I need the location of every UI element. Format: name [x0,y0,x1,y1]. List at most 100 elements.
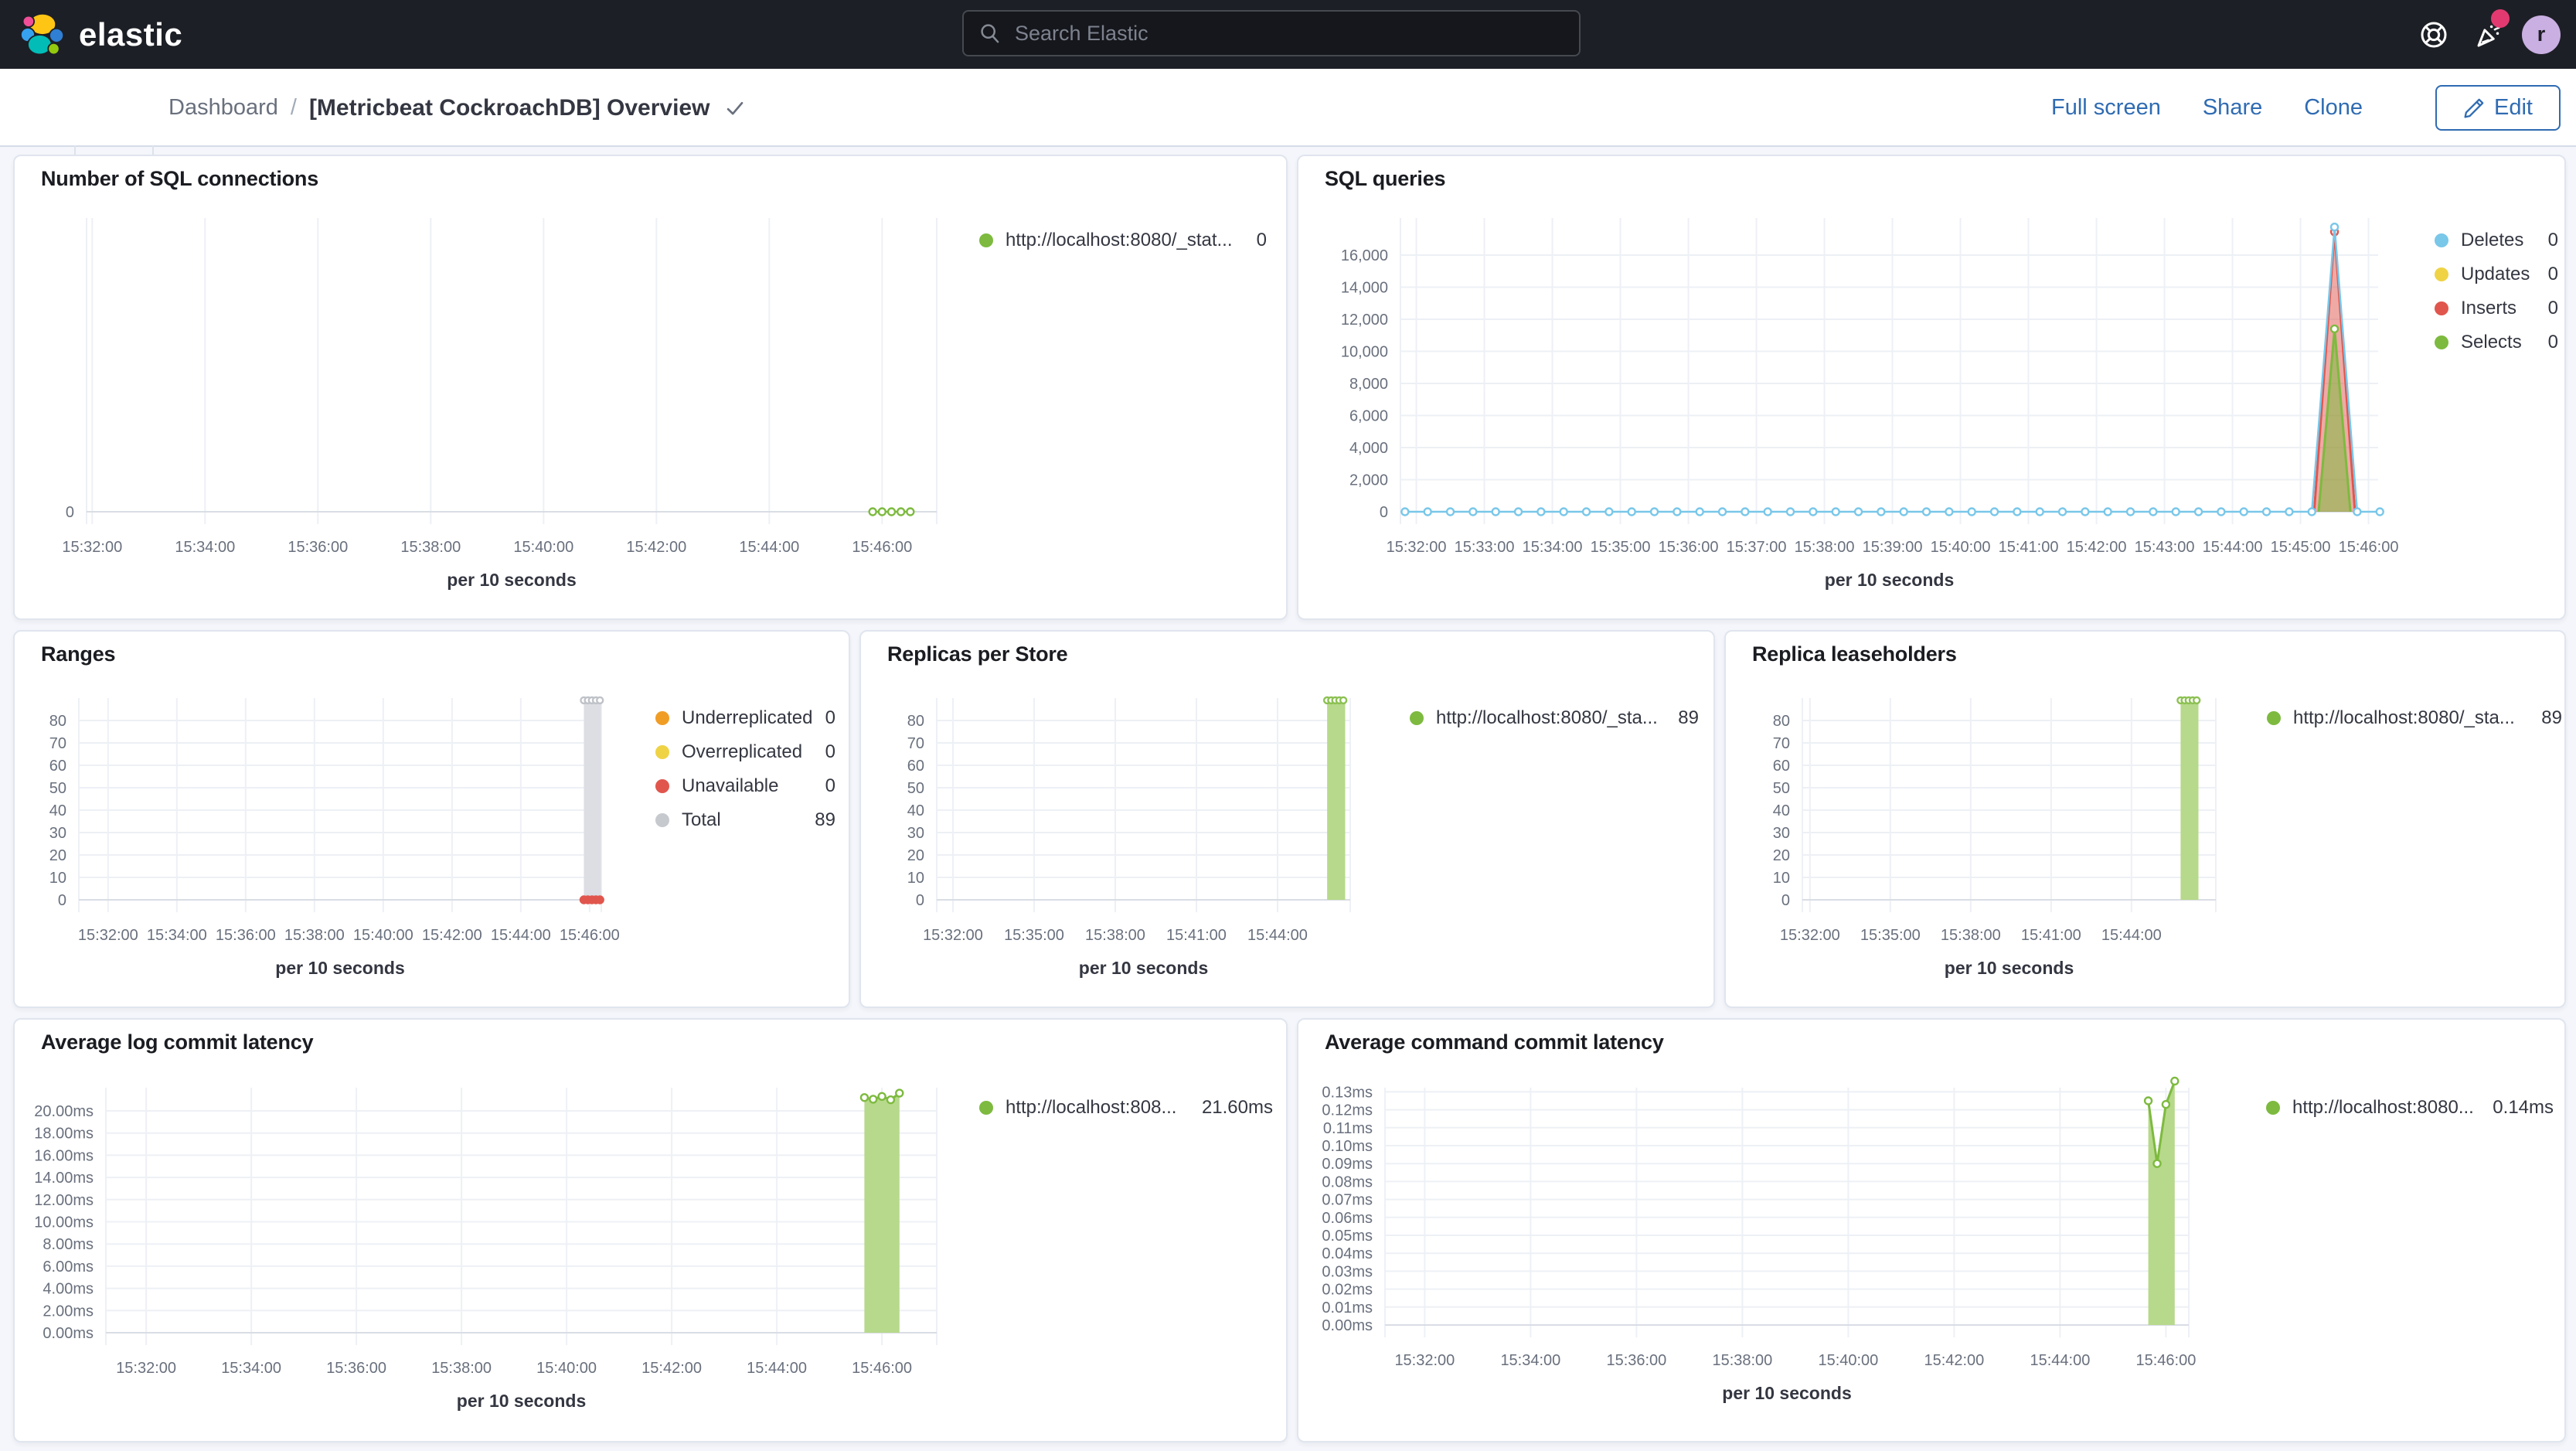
global-search[interactable] [962,10,1581,56]
y-axis-tick-label: 60 [907,758,924,775]
breadcrumb-dashboard-link[interactable]: Dashboard [168,95,278,120]
data-point-marker [886,1095,896,1105]
data-point-marker [2193,507,2203,516]
x-axis-tick-label: 15:36:00 [326,1360,386,1377]
y-axis-tick-label: 14.00ms [34,1170,94,1187]
legend-item[interactable]: Updates 0 [2435,263,2558,286]
series-color-dot [655,813,669,827]
data-point-marker [1853,507,1863,516]
bar [2180,700,2199,900]
data-point-marker [1673,507,1682,516]
x-axis-tick-label: 15:43:00 [2135,539,2195,556]
legend-item[interactable]: Total 89 [655,809,835,832]
data-point-marker [1559,507,1568,516]
y-axis-tick-label: 0.02ms [1322,1282,1373,1299]
clone-button[interactable]: Clone [2304,95,2363,120]
chart-canvas[interactable]: 0 10 20 30 40 50 60 70 80 15:32:00 15:35:00 15:38:0… [861,632,1713,1007]
x-axis-tick-label: 15:41:00 [1166,927,1227,944]
legend-series-value: 0 [1256,230,1267,250]
newsfeed-button[interactable] [2462,0,2517,69]
legend-series-label: http://localhost:8080/_stat... [1006,230,1233,250]
y-axis-tick-label: 12,000 [1341,312,1388,329]
legend-item[interactable]: Overreplicated 0 [655,741,835,764]
notification-dot [2491,9,2510,28]
x-axis-tick-label: 15:39:00 [1863,539,1923,556]
legend-item[interactable]: Unavailable 0 [655,775,835,798]
legend-item[interactable]: Selects 0 [2435,331,2558,354]
y-axis-tick-label: 6,000 [1349,408,1388,425]
legend-series-label: Inserts [2461,298,2517,318]
help-button[interactable] [2406,0,2462,69]
legend-item[interactable]: http://localhost:8080/_sta... 89 [2267,707,2562,730]
data-point-marker [869,1095,878,1104]
data-point-marker [1627,507,1636,516]
x-axis-tick-label: 15:32:00 [923,927,983,944]
legend-item[interactable]: http://localhost:8080... 0.14ms [2266,1096,2554,1119]
data-point-marker [1921,507,1931,516]
legend-item[interactable]: Underreplicated 0 [655,707,835,730]
x-axis-tick-label: 15:38:00 [1795,539,1855,556]
data-point-marker [595,895,604,904]
edit-button[interactable]: Edit [2435,85,2561,131]
legend-item[interactable]: http://localhost:808... 21.60ms [979,1096,1273,1119]
data-point-marker [2170,1076,2180,1086]
area-fill [864,1093,900,1333]
panel-title: Replicas per Store [887,642,1068,666]
x-axis-tick-label: 15:40:00 [353,927,413,944]
data-point-marker [868,507,877,516]
chart-canvas[interactable]: 0 15:32:00 15:34:00 15:36:00 15:38:00 15:40:0… [15,156,1286,618]
y-axis-tick-label: 0.09ms [1322,1156,1373,1173]
legend-item[interactable]: http://localhost:8080/_sta... 89 [1410,707,1699,730]
series-color-dot [655,711,669,725]
chart-canvas[interactable]: 0 2,000 4,000 6,000 8,000 10,000 12,000 14,000 1… [1298,156,2564,618]
data-point-marker [2353,507,2362,516]
data-point-marker [1400,507,1410,516]
series-line [2147,1080,2176,1165]
x-axis-tick-label: 15:40:00 [1931,539,1991,556]
y-axis-tick-label: 12.00ms [34,1192,94,1209]
data-point-marker [2375,507,2384,516]
elastic-logo[interactable]: elastic [20,12,182,57]
legend-item[interactable]: Deletes 0 [2435,229,2558,252]
y-axis-tick-label: 0.03ms [1322,1263,1373,1280]
data-point-marker [2239,507,2248,516]
breadcrumb-bar: D Dashboard / [Metricbeat CockroachDB] O… [0,69,2576,209]
data-point-marker [1899,507,1908,516]
y-axis-tick-label: 0.05ms [1322,1228,1373,1245]
data-point-marker [1649,507,1659,516]
share-button[interactable]: Share [2202,95,2263,120]
panel-title: SQL queries [1325,167,1446,190]
y-axis-tick-label: 80 [49,713,66,730]
x-axis-tick-label: 15:35:00 [1004,927,1064,944]
y-axis-tick-label: 0.11ms [1323,1120,1373,1137]
y-axis-tick-label: 60 [1773,758,1790,775]
panel-average-log-commit-latency: Average log commit latency 0.00ms 2.00ms 4… [13,1018,1288,1442]
panel-sql-queries: SQL queries 0 2,000 4,000 6,000 8,000 10,000 1… [1297,155,2566,620]
y-axis-tick-label: 8.00ms [43,1236,94,1253]
data-point-marker [596,696,604,705]
y-axis-tick-label: 50 [49,780,66,797]
y-axis-tick-label: 10 [1773,870,1790,887]
x-axis-title: per 10 seconds [1722,1383,1851,1403]
data-point-marker [2057,507,2067,516]
search-input[interactable] [1013,20,1564,46]
y-axis-tick-label: 0.06ms [1322,1210,1373,1227]
y-axis-tick-label: 0 [66,504,74,521]
legend-series-label: Underreplicated [682,707,812,728]
chart-canvas[interactable]: 0.00ms 2.00ms 4.00ms 6.00ms 8.00ms 10.00ms 12.… [15,1020,1286,1441]
user-avatar[interactable]: r [2522,15,2561,54]
chart-canvas[interactable]: 0 10 20 30 40 50 60 70 80 15:32:00 15:34:00 15:36:0… [15,632,849,1007]
legend-item[interactable]: Inserts 0 [2435,297,2558,320]
chart-canvas[interactable]: 0 10 20 30 40 50 60 70 80 15:32:00 15:35:00 15:38:0… [1726,632,2564,1007]
y-axis-tick-label: 18.00ms [34,1126,94,1143]
series-color-dot [2267,711,2281,725]
x-axis-title: per 10 seconds [457,1391,586,1411]
x-axis-tick-label: 15:44:00 [739,539,799,556]
data-point-marker [886,507,897,516]
legend-item[interactable]: http://localhost:8080/_stat... 0 [979,229,1267,252]
y-axis-tick-label: 50 [1773,780,1790,797]
pencil-icon [2464,98,2484,118]
full-screen-button[interactable]: Full screen [2051,95,2161,120]
y-axis-tick-label: 0 [1380,504,1388,521]
